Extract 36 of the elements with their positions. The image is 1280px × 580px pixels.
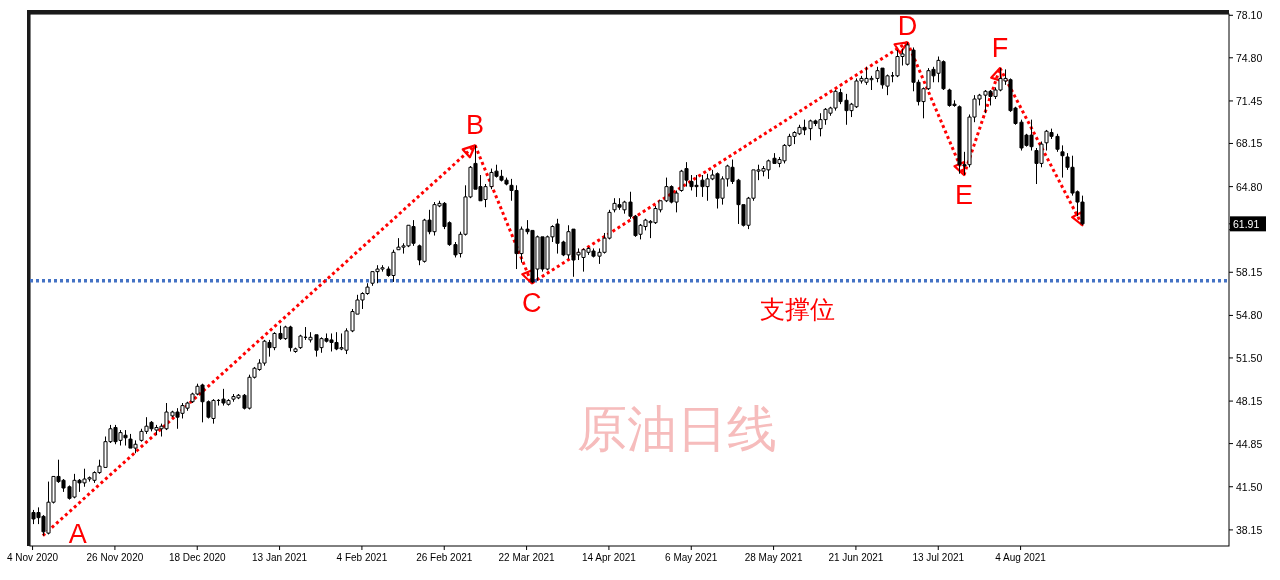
text: 原油日线 [577, 400, 778, 457]
x-tick-label: 22 Mar 2021 [498, 551, 556, 563]
annotation: D [897, 11, 918, 41]
x-tick-label: 14 Apr 2021 [581, 551, 637, 563]
annotation: A [68, 519, 87, 549]
x-tick-label: 13 Jan 2021 [252, 551, 308, 563]
y-tick-label: 54.80 [1236, 309, 1263, 322]
y-tick-label: 74.80 [1236, 51, 1263, 64]
y-tick-label: 61.91 [1233, 217, 1260, 230]
annotation: C [521, 288, 542, 319]
y-tick-label: 78.10 [1236, 9, 1263, 22]
annotation: E [954, 180, 973, 211]
y-tick-label: 51.50 [1236, 351, 1263, 364]
x-tick-label: 26 Feb 2021 [416, 551, 473, 563]
annotation: B [466, 110, 485, 141]
y-tick-label: 58.15 [1236, 266, 1263, 279]
x-tick-label: 4 Nov 2020 [6, 551, 59, 563]
x-tick-label: 26 Nov 2020 [86, 551, 144, 563]
candlestick [293, 347, 298, 354]
ref-line-label: 支撑位 [759, 294, 835, 323]
y-tick-label: 44.85 [1236, 437, 1263, 450]
x-tick-label: 6 May 2021 [665, 551, 718, 563]
x-tick-label: 13 Jul 2021 [912, 551, 965, 563]
annotation: F [991, 33, 1009, 64]
y-tick-label: 48.15 [1236, 395, 1263, 408]
x-tick-label: 4 Aug 2021 [995, 551, 1047, 563]
x-tick-label: 18 Dec 2020 [168, 551, 227, 563]
y-tick-label: 41.50 [1236, 480, 1263, 493]
y-tick-label: 38.15 [1236, 523, 1263, 536]
x-tick-label: 4 Feb 2021 [336, 551, 388, 563]
x-tick-label: 28 May 2021 [744, 551, 803, 563]
x-tick-label: 21 Jun 2021 [828, 551, 884, 563]
y-tick-label: 64.80 [1236, 180, 1263, 193]
y-tick-label: 71.45 [1236, 94, 1263, 107]
y-tick-label: 68.15 [1236, 137, 1263, 150]
candlestick [1060, 144, 1065, 179]
